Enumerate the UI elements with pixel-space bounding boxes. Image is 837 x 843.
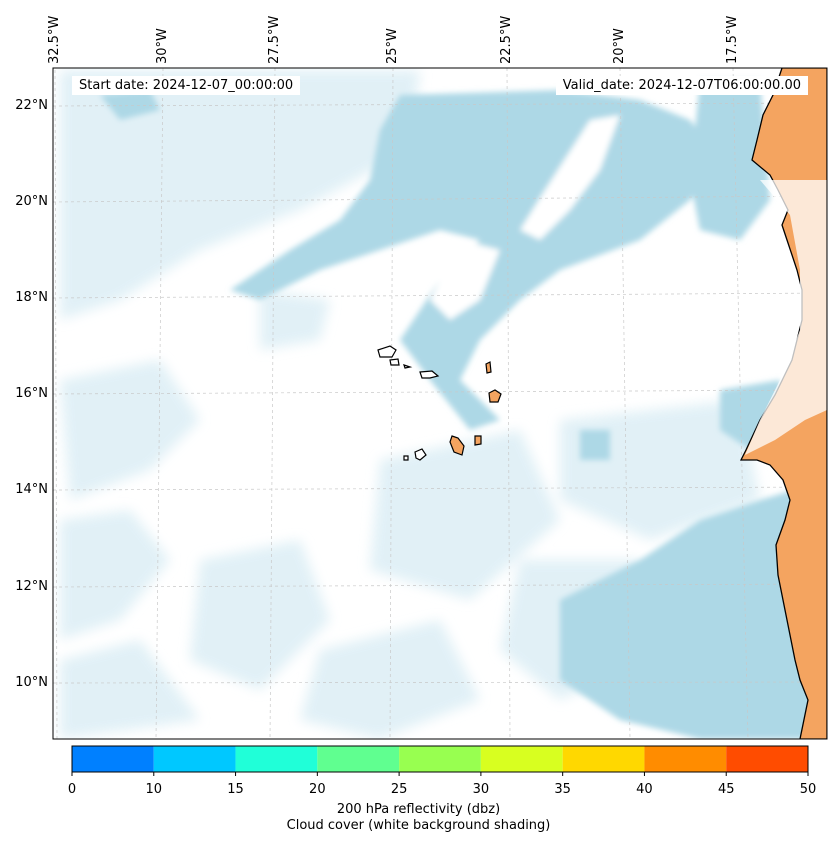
latitude-label: 12°N — [15, 579, 48, 594]
longitude-label: 17.5°W — [725, 15, 740, 64]
colorbar-tick-label: 15 — [227, 782, 244, 797]
colorbar — [71, 745, 809, 776]
latitude-label: 10°N — [15, 675, 48, 690]
longitude-label: 22.5°W — [499, 15, 514, 64]
valid-date-label: Valid_date: 2024-12-07T06:00:00.00 — [555, 76, 808, 95]
latitude-label: 22°N — [15, 98, 48, 113]
start-date-label: Start date: 2024-12-07_00:00:00 — [72, 76, 301, 95]
colorbar-tick-label: 45 — [717, 782, 735, 797]
colorbar-subtitle: Cloud cover (white background shading) — [286, 818, 551, 833]
latitude-label: 14°N — [15, 482, 48, 497]
cape-verde-islands — [377, 345, 502, 461]
colorbar-segment — [562, 746, 645, 772]
colorbar-segment — [399, 746, 481, 772]
latitude-label: 18°N — [15, 290, 48, 305]
colorbar-tick-label: 35 — [554, 782, 571, 797]
colorbar-tick-label: 40 — [636, 782, 653, 797]
colorbar-segment — [726, 746, 808, 772]
colorbar-tick-label: 25 — [390, 782, 408, 797]
cloud-cover-dense — [100, 80, 827, 739]
colorbar-tick-label: 0 — [67, 782, 77, 797]
longitude-label: 27.5°W — [267, 15, 282, 64]
latitude-label: 20°N — [15, 194, 48, 209]
colorbar-tick-label: 10 — [145, 782, 163, 797]
longitude-label: 32.5°W — [47, 15, 62, 64]
longitude-label: 20°W — [612, 28, 627, 64]
colorbar-frame — [71, 745, 809, 773]
colorbar-segment — [235, 746, 318, 772]
map-frame — [52, 67, 828, 740]
colorbar-segment — [153, 746, 236, 772]
latitude-label: 16°N — [15, 386, 48, 401]
colorbar-segment — [480, 746, 563, 772]
colorbar-tick-label: 30 — [472, 782, 490, 797]
graticule — [53, 68, 827, 739]
colorbar-segment — [72, 746, 154, 772]
colorbar-title: 200 hPa reflectivity (dbz) — [336, 802, 501, 817]
colorbar-segment — [317, 746, 400, 772]
longitude-label: 30°W — [155, 28, 170, 64]
colorbar-segment — [644, 746, 727, 772]
colorbar-tick-label: 20 — [309, 782, 326, 797]
africa-coastline-white-band — [745, 180, 827, 455]
longitude-label: 25°W — [385, 28, 400, 64]
colorbar-tick-label: 50 — [799, 782, 817, 797]
